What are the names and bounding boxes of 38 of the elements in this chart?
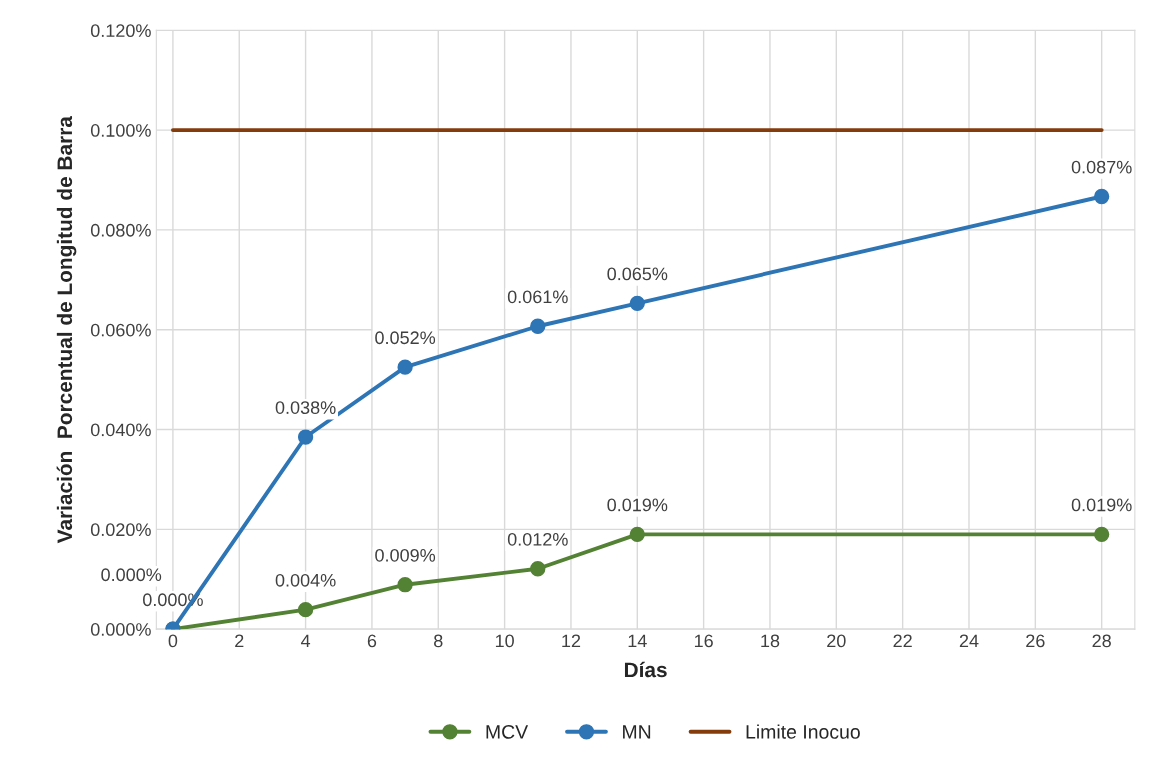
- x-tick-label: 6: [367, 634, 377, 648]
- x-tick-label: 12: [562, 634, 581, 648]
- x-tick-label: 10: [495, 634, 514, 648]
- x-tick-label: 0: [168, 634, 178, 648]
- legend-label: Limite Inocuo: [746, 724, 860, 739]
- x-tick-label: 20: [827, 634, 846, 648]
- x-tick-label: 8: [434, 634, 443, 648]
- y-axis-title: Variación Porcentual de Longitud de Barra: [56, 116, 77, 544]
- y-tick-label: 0.080%: [90, 223, 151, 237]
- data-label: 0.038%: [275, 401, 336, 415]
- legend-label: MN: [623, 725, 651, 739]
- data-label: 0.004%: [275, 573, 336, 587]
- y-tick-label: 0.000%: [90, 623, 151, 636]
- data-label: 0.061%: [507, 290, 568, 304]
- x-axis-title: Días: [624, 661, 667, 678]
- x-tick-label: 28: [1092, 634, 1111, 648]
- y-tick-label: 0.040%: [90, 423, 151, 437]
- data-label: 0.019%: [607, 498, 668, 512]
- data-label: 0.000%: [101, 568, 162, 582]
- data-label: 0.052%: [375, 331, 436, 345]
- legend-label: MCV: [486, 725, 529, 739]
- x-tick-label: 16: [694, 634, 713, 648]
- data-label: 0.019%: [1071, 498, 1132, 512]
- y-tick-label: 0.060%: [90, 323, 151, 337]
- x-tick-label: 18: [761, 634, 780, 648]
- data-label: 0.009%: [375, 548, 436, 562]
- x-tick-label: 26: [1026, 634, 1045, 648]
- data-label: 0.012%: [507, 532, 568, 546]
- y-tick-label: 0.100%: [90, 124, 151, 137]
- x-tick-label: 4: [300, 634, 311, 648]
- data-label: 0.087%: [1071, 160, 1132, 174]
- x-tick-label: 2: [235, 634, 244, 648]
- x-tick-label: 14: [628, 634, 647, 648]
- y-tick-label: 0.020%: [90, 523, 151, 537]
- y-tick-label: 0.120%: [90, 24, 151, 38]
- x-tick-label: 24: [959, 634, 979, 648]
- x-tick-label: 22: [893, 634, 912, 648]
- data-label: 0.065%: [607, 267, 668, 281]
